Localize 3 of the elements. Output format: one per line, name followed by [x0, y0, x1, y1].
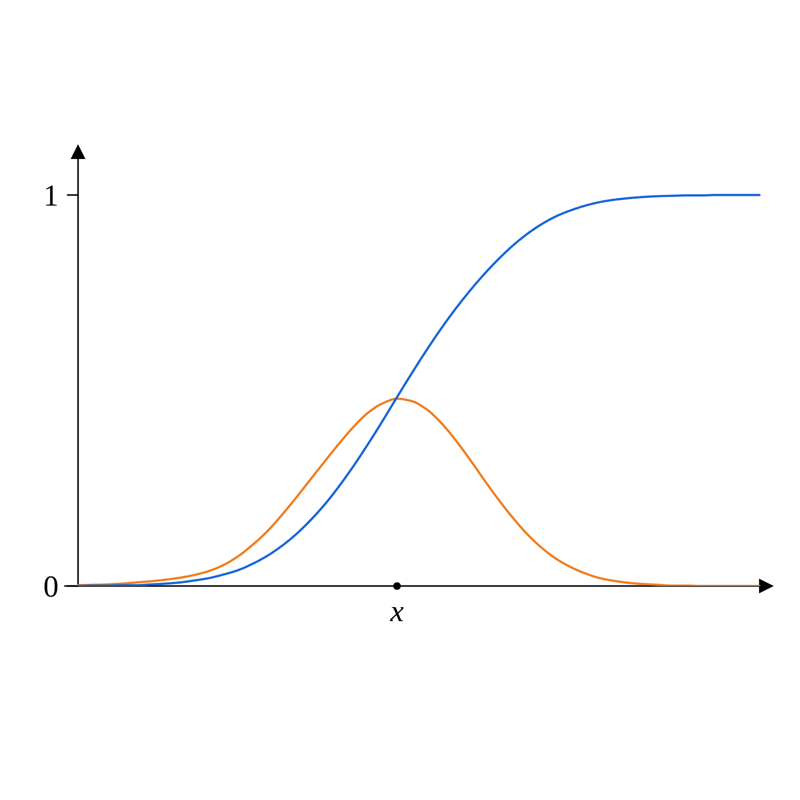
- y-tick-label: 1: [46, 185, 57, 206]
- x-tick-label: x: [390, 607, 404, 622]
- y-tick-label: 0: [44, 576, 58, 597]
